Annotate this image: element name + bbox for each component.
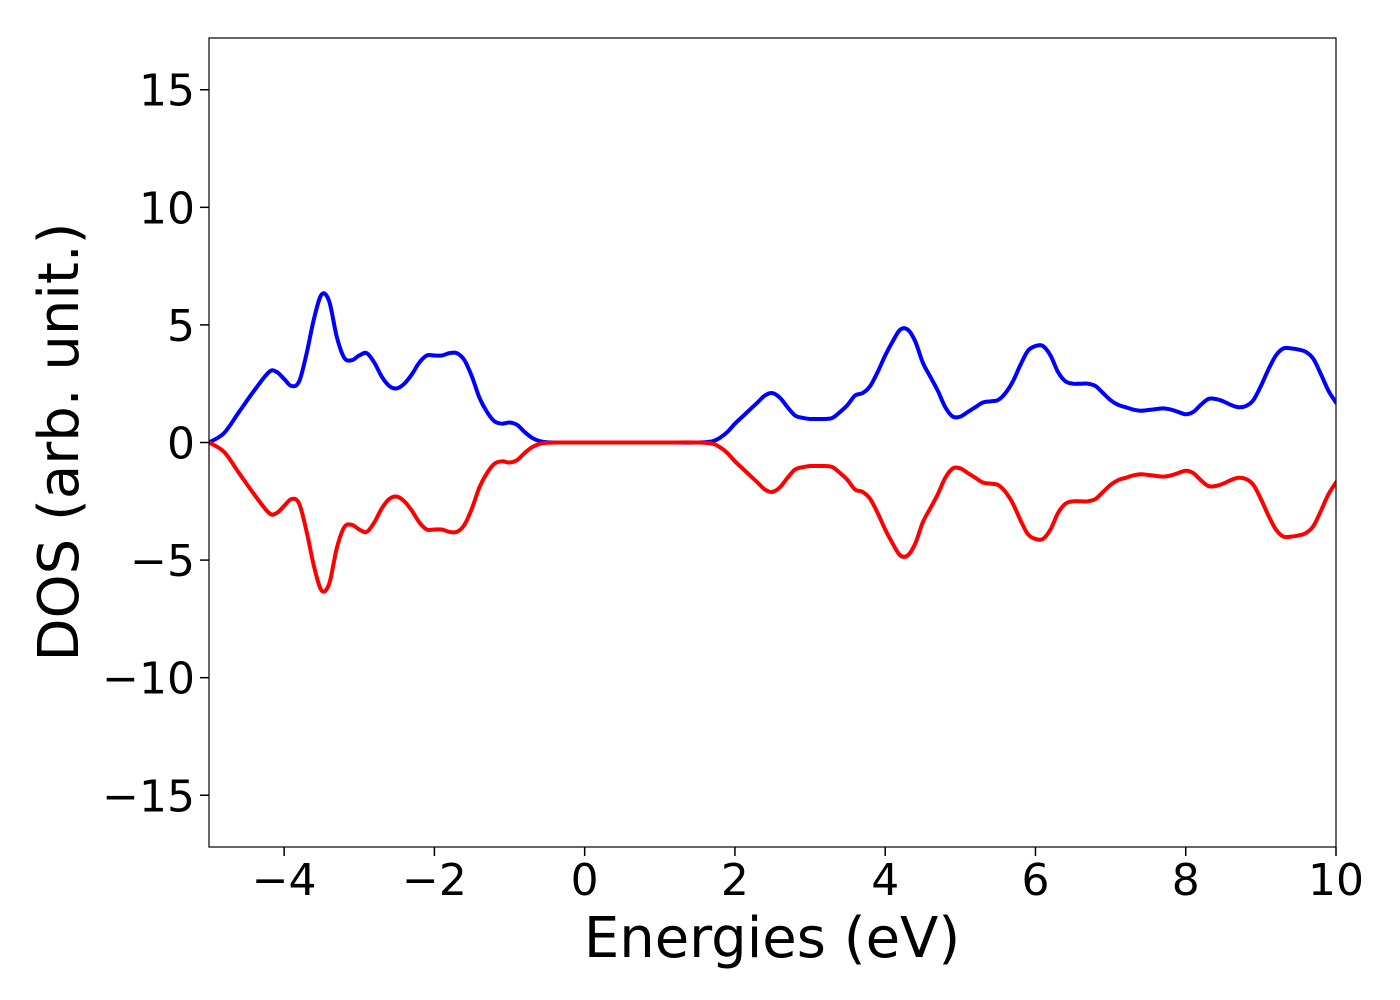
series-line-2 (209, 440, 1336, 594)
y-tick-label: 10 (139, 183, 195, 234)
y-tick-label: 5 (167, 301, 195, 352)
y-tick-label: −10 (102, 654, 195, 705)
x-axis-label: Energies (eV) (584, 906, 960, 971)
series-line-1 (209, 291, 1336, 445)
series-layer (209, 291, 1336, 594)
y-axis-ticks: 15 10 5 0 −5 −10 −15 (102, 66, 209, 822)
x-tick-label: 0 (571, 855, 599, 906)
x-tick-label: 6 (1021, 855, 1049, 906)
x-tick-label: 2 (721, 855, 749, 906)
y-tick-label: −15 (102, 771, 195, 822)
y-tick-label: 0 (167, 419, 195, 470)
x-axis-ticks: −4 −2 0 2 4 6 8 10 (252, 847, 1364, 906)
y-tick-label: −5 (130, 536, 195, 587)
x-tick-label: −2 (402, 855, 467, 906)
x-tick-label: 10 (1308, 855, 1364, 906)
x-tick-label: −4 (252, 855, 317, 906)
x-tick-label: 8 (1172, 855, 1200, 906)
y-tick-label: 15 (139, 66, 195, 117)
y-axis-label: DOS (arb. unit.) (27, 222, 92, 661)
x-tick-label: 4 (871, 855, 899, 906)
